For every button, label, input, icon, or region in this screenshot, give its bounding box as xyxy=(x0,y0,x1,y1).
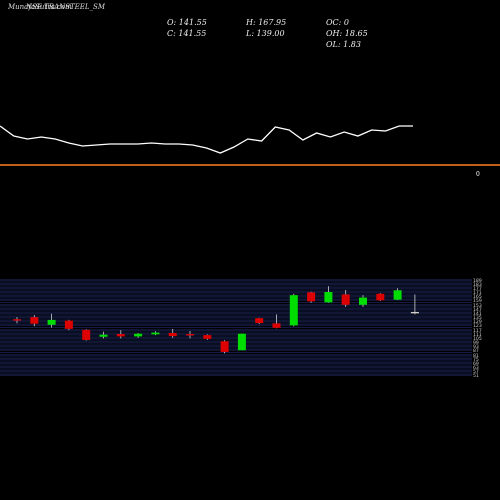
candle-body xyxy=(341,294,350,305)
site-name: MunafaSutra.com xyxy=(8,3,72,11)
divider-label: 0 xyxy=(476,171,480,178)
ol-value: OL: 1.83 xyxy=(326,40,361,49)
y-tick-label: 123 xyxy=(473,323,482,329)
candle-body xyxy=(186,334,194,336)
close-value: C: 141.55 xyxy=(167,29,207,38)
candle-body xyxy=(255,318,264,324)
y-tick-label: 69 xyxy=(473,361,479,367)
oc-value: OC: 0 xyxy=(326,18,350,27)
symbol-name: NSE TRANSTEEL_SM xyxy=(25,3,105,11)
candle-body xyxy=(99,334,108,337)
y-tick-label: 141 xyxy=(473,311,482,317)
low-value: L: 139.00 xyxy=(246,29,285,38)
candle-body xyxy=(272,323,281,328)
candle-body xyxy=(324,292,333,303)
candle-body xyxy=(307,292,316,302)
y-tick-label: 183 xyxy=(473,282,482,288)
candle-body xyxy=(82,329,91,340)
y-tick-label: 135 xyxy=(473,315,482,321)
candle-body xyxy=(168,333,177,337)
open-value: O: 141.55 xyxy=(167,18,207,27)
high-value: H: 167.95 xyxy=(246,18,287,27)
y-tick-label: 159 xyxy=(473,298,482,304)
y-tick-label: 87 xyxy=(473,348,479,354)
y-tick-label: 105 xyxy=(473,336,482,342)
candle-body xyxy=(134,333,143,337)
y-tick-label: 81 xyxy=(473,353,479,359)
candle-body xyxy=(30,317,39,324)
y-tick-label: 171 xyxy=(473,290,482,296)
y-tick-label: 165 xyxy=(473,294,482,300)
candle-body xyxy=(220,341,229,352)
trend-line xyxy=(0,125,413,154)
candle-body xyxy=(359,297,367,305)
candle-body xyxy=(151,332,160,335)
oh-value: OH: 18.65 xyxy=(326,29,368,38)
y-tick-label: 129 xyxy=(473,319,482,325)
y-tick-label: 63 xyxy=(473,365,479,371)
candle-body xyxy=(393,290,402,300)
y-tick-label: 189 xyxy=(473,278,482,284)
y-tick-label: 51 xyxy=(473,373,479,379)
y-tick-label: 93 xyxy=(473,344,479,350)
y-tick-label: 111 xyxy=(473,332,482,338)
y-tick-label: 177 xyxy=(473,286,482,292)
candle-body xyxy=(13,319,21,321)
y-tick-label: 153 xyxy=(473,303,482,309)
y-tick-label: 147 xyxy=(473,307,482,313)
candle-body xyxy=(203,335,212,339)
y-tick-label: 99 xyxy=(473,340,479,346)
y-tick-label: 75 xyxy=(473,357,479,363)
candle-body xyxy=(289,295,298,326)
candle-body xyxy=(376,293,385,301)
candle-body xyxy=(47,319,56,325)
candle-body xyxy=(64,320,73,329)
candle-body xyxy=(116,334,125,337)
chart-title: MunafaSutra.com NSE TRANSTEEL_SM xyxy=(8,3,105,11)
y-tick-label: 117 xyxy=(473,328,482,334)
y-tick-label: 57 xyxy=(473,369,479,375)
candle-body xyxy=(237,333,246,351)
candle-body xyxy=(410,311,419,314)
